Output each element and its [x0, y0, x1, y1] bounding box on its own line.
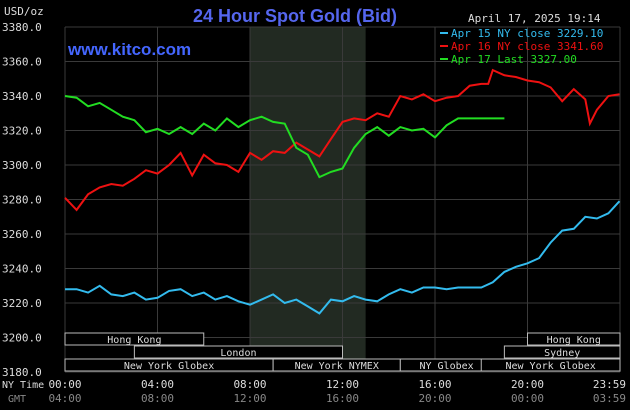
gmt-tick: 12:00	[233, 392, 266, 405]
y-tick-label: 3300.0	[2, 159, 42, 172]
y-tick-label: 3180.0	[2, 366, 42, 379]
ny-time-tick: 04:00	[141, 378, 174, 391]
y-tick-label: 3380.0	[2, 21, 42, 34]
session-label: NY Globex	[419, 361, 473, 372]
ny-time-tick: 20:00	[511, 378, 544, 391]
gmt-tick: 03:59	[593, 392, 626, 405]
legend-entry: Apr 17 Last 3327.00	[451, 53, 577, 66]
gmt-tick: 16:00	[326, 392, 359, 405]
ny-time-label: NY Time	[2, 380, 44, 391]
y-tick-label: 3260.0	[2, 228, 42, 241]
session-bar	[503, 345, 621, 359]
session-bar	[64, 332, 205, 346]
ny-time-tick: 16:00	[418, 378, 451, 391]
y-tick-label: 3340.0	[2, 90, 42, 103]
y-tick-label: 3200.0	[2, 332, 42, 345]
price-lines	[64, 68, 621, 315]
session-label: London	[220, 348, 256, 359]
session-label: New York Globex	[505, 361, 595, 372]
gmt-label: GMT	[8, 394, 26, 405]
gridlines	[64, 26, 621, 373]
watermark: www.kitco.com	[67, 40, 191, 59]
unit-label: USD/oz	[4, 5, 44, 18]
series-line	[65, 200, 621, 315]
ny-time-tick: 08:00	[233, 378, 266, 391]
series-line	[64, 68, 620, 212]
x-axis-ticks: 00:00 04:00 08:00 12:00 16:00 20:00 23:5904:00…	[48, 378, 626, 405]
legend-entry: Apr 15 NY close 3229.10	[451, 27, 603, 40]
ny-time-tick: 00:00	[48, 378, 81, 391]
y-axis-ticks: 3380.0 3360.0 3340.0 3320.0 3300.0 3280.0 3260…	[2, 21, 42, 379]
y-tick-label: 3360.0	[2, 56, 42, 69]
session-bar	[133, 345, 343, 359]
gmt-tick: 08:00	[141, 392, 174, 405]
gmt-tick: 20:00	[418, 392, 451, 405]
ny-time-tick: 23:59	[593, 378, 626, 391]
legend-entry: Apr 16 NY close 3341.60	[451, 40, 603, 53]
session-bar	[527, 332, 621, 346]
session-bar	[480, 358, 621, 372]
session-label: Sydney	[544, 348, 580, 359]
y-tick-label: 3320.0	[2, 125, 42, 138]
ny-time-tick: 12:00	[326, 378, 359, 391]
timestamp: April 17, 2025 19:14	[468, 12, 601, 25]
market-sessions: Hong Kong London New York Globex New York N…	[64, 332, 621, 372]
session-label: Hong Kong	[547, 335, 601, 346]
gmt-tick: 04:00	[48, 392, 81, 405]
session-label: New York Globex	[124, 361, 214, 372]
y-tick-label: 3220.0	[2, 297, 42, 310]
chart-title: 24 Hour Spot Gold (Bid)	[193, 6, 397, 26]
session-label: New York NYMEX	[295, 361, 379, 372]
y-tick-label: 3240.0	[2, 263, 42, 276]
y-tick-label: 3280.0	[2, 194, 42, 207]
session-label: Hong Kong	[107, 335, 161, 346]
series-line	[64, 95, 505, 179]
gmt-tick: 00:00	[511, 392, 544, 405]
